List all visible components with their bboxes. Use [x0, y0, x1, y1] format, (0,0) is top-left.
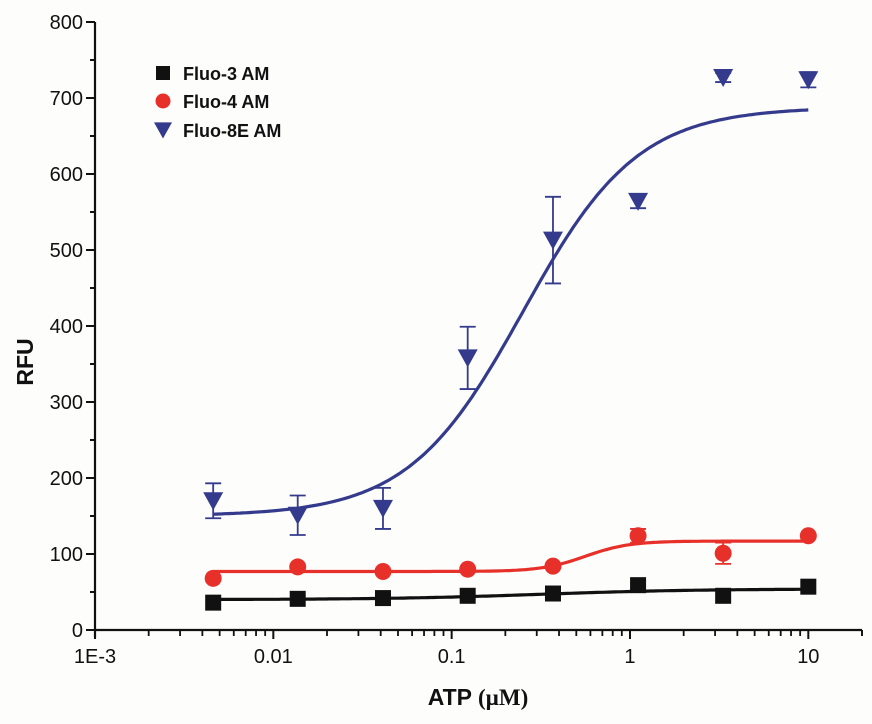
data-point-fluo-4-am [544, 557, 562, 575]
y-tick-label: 500 [50, 240, 83, 262]
y-tick-label: 400 [50, 316, 83, 338]
data-points [203, 68, 819, 611]
fit-curve-fluo-3-am [213, 587, 809, 601]
x-tick-label: 0.1 [438, 646, 466, 668]
x-tick-label: 0.01 [254, 646, 293, 668]
fit-curve-fluo-8e-am [213, 108, 809, 516]
data-point-fluo-3-am [715, 587, 732, 604]
fit-curve-fluo-4-am [213, 539, 809, 574]
data-point-fluo-4-am [714, 544, 732, 562]
data-point-fluo-4-am [629, 527, 647, 545]
data-point-fluo-8e-am [542, 231, 563, 250]
legend-marker-fluo-8e-am [154, 122, 172, 139]
data-point-fluo-4-am [204, 569, 222, 587]
legend: Fluo-3 AM Fluo-4 AM Fluo-8E AM [154, 64, 281, 141]
fit-curves [213, 108, 809, 601]
x-axis-unit: (µM) [478, 685, 528, 710]
y-tick-label: 800 [50, 12, 83, 34]
data-point-fluo-4-am [459, 560, 477, 578]
y-tick-label: 200 [50, 468, 83, 490]
y-tick-label: 700 [50, 88, 83, 110]
data-point-fluo-3-am [289, 590, 306, 607]
data-point-fluo-3-am [374, 590, 391, 607]
y-tick-label: 300 [50, 392, 83, 414]
axes: 0 100 200 300 400 500 600 700 800 1E-3 0.01 0.1 1 10 [50, 12, 863, 668]
x-tick-label: 1E-3 [74, 646, 116, 668]
data-point-fluo-8e-am [287, 506, 308, 525]
data-point-fluo-3-am [800, 578, 817, 595]
data-point-fluo-8e-am [628, 192, 649, 211]
data-point-fluo-3-am [205, 594, 222, 611]
x-axis-label: ATP [428, 684, 472, 710]
x-axis-title: ATP (µM) [428, 684, 529, 710]
legend-label-fluo-3-am: Fluo-3 AM [183, 64, 269, 84]
x-tick-label: 10 [797, 646, 819, 668]
data-point-fluo-4-am [374, 562, 392, 580]
x-tick-label: 1 [624, 646, 635, 668]
y-tick-label: 600 [50, 164, 83, 186]
data-point-fluo-3-am [544, 585, 561, 602]
legend-marker-fluo-3-am [156, 66, 170, 80]
data-point-fluo-8e-am [457, 349, 478, 368]
legend-label-fluo-8e-am: Fluo-8E AM [183, 121, 281, 141]
data-point-fluo-3-am [630, 577, 647, 594]
data-point-fluo-8e-am [203, 492, 224, 511]
data-point-fluo-8e-am [372, 499, 393, 518]
legend-label-fluo-4-am: Fluo-4 AM [183, 92, 269, 112]
y-tick-label: 100 [50, 544, 83, 566]
data-point-fluo-8e-am [798, 71, 819, 90]
y-tick-label: 0 [72, 620, 83, 642]
legend-marker-fluo-4-am [155, 93, 171, 109]
y-axis-title: RFU [12, 338, 38, 385]
data-point-fluo-4-am [289, 558, 307, 576]
data-point-fluo-8e-am [713, 68, 734, 87]
data-point-fluo-4-am [799, 527, 817, 545]
data-point-fluo-3-am [459, 587, 476, 604]
